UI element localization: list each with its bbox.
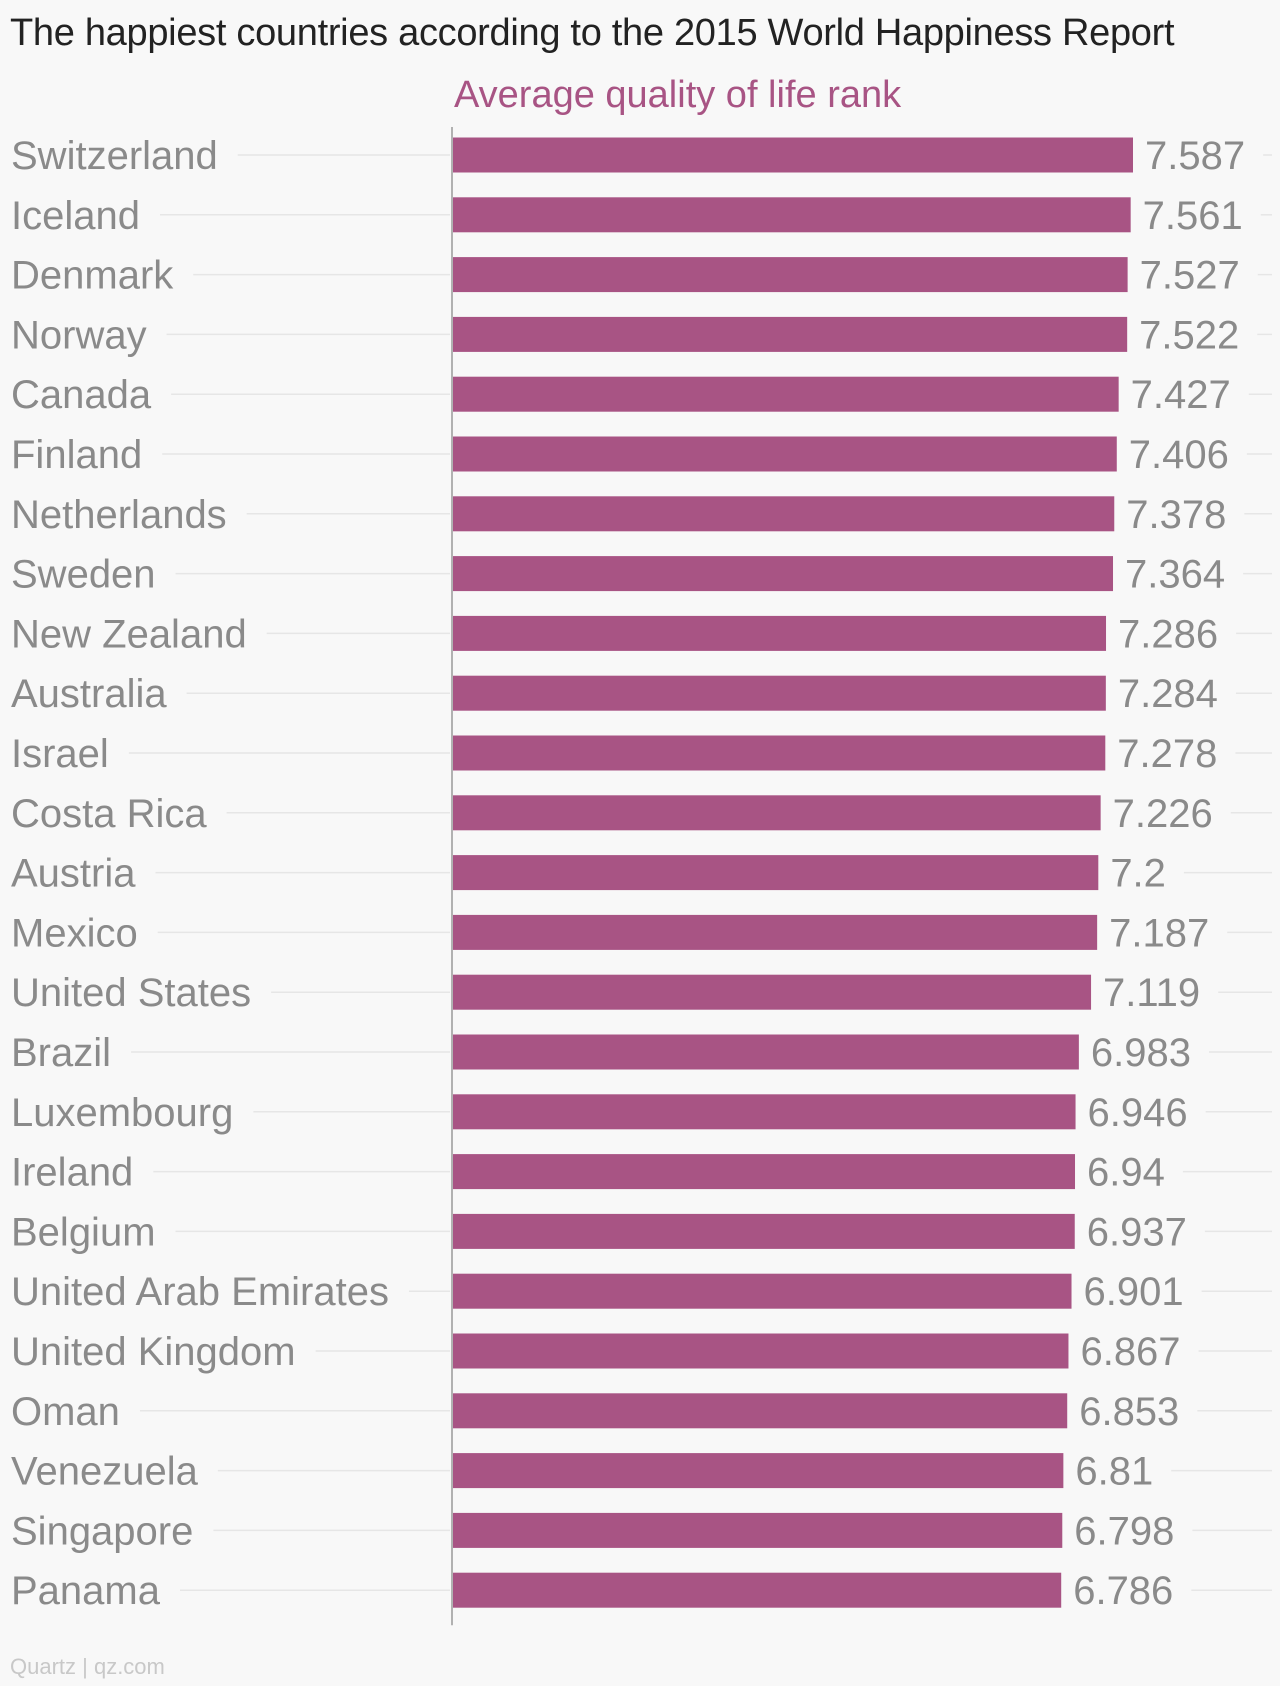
category-label: Switzerland xyxy=(11,134,218,178)
value-label: 7.364 xyxy=(1125,553,1225,597)
category-label: Singapore xyxy=(11,1509,193,1553)
bar xyxy=(453,795,1101,831)
value-label: 6.983 xyxy=(1091,1031,1191,1075)
bar xyxy=(453,1453,1064,1489)
bar-chart: Switzerland 7.587 Iceland 7.561 Denmark 7.527… xyxy=(11,127,1272,1626)
bar xyxy=(453,436,1117,472)
value-label: 7.2 xyxy=(1110,852,1166,896)
chart-title: The happiest countries according to the … xyxy=(10,12,1175,54)
value-label: 6.798 xyxy=(1074,1509,1174,1553)
value-label: 7.587 xyxy=(1145,134,1245,178)
bar xyxy=(453,1393,1068,1429)
bar xyxy=(453,1512,1063,1548)
bar xyxy=(453,556,1114,592)
category-label: Oman xyxy=(11,1390,120,1434)
value-label: 6.94 xyxy=(1087,1151,1165,1195)
category-label: Finland xyxy=(11,433,142,477)
bar xyxy=(453,735,1106,771)
value-label: 7.187 xyxy=(1109,911,1209,955)
bar xyxy=(453,496,1115,532)
category-label: Belgium xyxy=(11,1210,156,1254)
category-label: Denmark xyxy=(11,254,174,298)
bar xyxy=(453,675,1106,711)
category-label: New Zealand xyxy=(11,612,247,656)
bar xyxy=(453,1273,1072,1309)
bar xyxy=(453,376,1119,412)
bar xyxy=(453,137,1133,173)
value-label: 6.937 xyxy=(1087,1210,1187,1254)
bar xyxy=(453,914,1098,950)
bar xyxy=(453,615,1107,651)
category-label: Panama xyxy=(11,1569,161,1613)
category-label: Norway xyxy=(11,313,147,357)
category-label: Canada xyxy=(11,373,152,417)
category-label: Austria xyxy=(11,852,136,896)
bar xyxy=(453,1094,1076,1130)
value-label: 7.286 xyxy=(1118,612,1218,656)
bar xyxy=(453,1572,1062,1608)
category-label: Ireland xyxy=(11,1151,133,1195)
series-legend-label: Average quality of life rank xyxy=(454,74,902,116)
value-label: 7.561 xyxy=(1143,194,1243,238)
value-label: 7.119 xyxy=(1103,971,1200,1015)
value-label: 7.278 xyxy=(1117,732,1217,776)
value-label: 6.853 xyxy=(1079,1390,1179,1434)
category-label: Sweden xyxy=(11,553,156,597)
value-label: 6.786 xyxy=(1073,1569,1173,1613)
category-label: United States xyxy=(11,971,251,1015)
category-label: Mexico xyxy=(11,911,138,955)
category-label: Luxembourg xyxy=(11,1091,233,1135)
category-label: Venezuela xyxy=(11,1450,199,1494)
source-footer: Quartz | qz.com xyxy=(10,1654,165,1679)
value-label: 6.81 xyxy=(1075,1450,1153,1494)
value-label: 7.522 xyxy=(1139,313,1239,357)
bar xyxy=(453,855,1099,891)
value-label: 6.901 xyxy=(1084,1270,1184,1314)
bar xyxy=(453,974,1092,1010)
category-label: United Kingdom xyxy=(11,1330,296,1374)
bar xyxy=(453,257,1128,293)
bar xyxy=(453,1333,1069,1369)
bar xyxy=(453,1034,1079,1070)
value-label: 6.946 xyxy=(1088,1091,1188,1135)
value-label: 7.406 xyxy=(1129,433,1229,477)
category-label: Netherlands xyxy=(11,493,227,537)
value-label: 7.378 xyxy=(1126,493,1226,537)
value-label: 7.427 xyxy=(1131,373,1231,417)
value-label: 7.284 xyxy=(1118,672,1218,716)
category-label: Australia xyxy=(11,672,167,716)
value-label: 6.867 xyxy=(1080,1330,1180,1374)
bar xyxy=(453,1213,1075,1249)
category-label: Brazil xyxy=(11,1031,111,1075)
bar xyxy=(453,197,1131,233)
category-label: Iceland xyxy=(11,194,140,238)
category-label: Costa Rica xyxy=(11,792,207,836)
bar xyxy=(453,1154,1076,1190)
bar xyxy=(453,316,1128,352)
category-label: Israel xyxy=(11,732,109,776)
category-label: United Arab Emirates xyxy=(11,1270,389,1314)
value-label: 7.527 xyxy=(1140,254,1240,298)
value-label: 7.226 xyxy=(1113,792,1213,836)
